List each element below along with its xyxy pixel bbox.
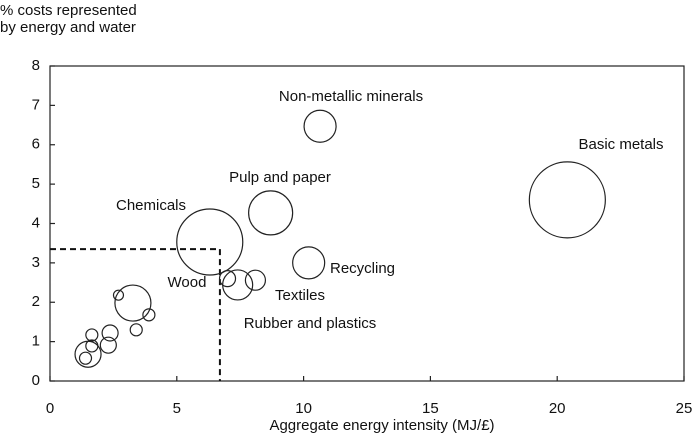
bubble: [99, 336, 117, 354]
y-tick-label: 5: [32, 175, 40, 192]
bubble: [222, 269, 254, 301]
bubble-label: Recycling: [330, 260, 395, 277]
y-tick-label: 4: [32, 214, 40, 231]
bubble-label: Basic metals: [578, 136, 663, 153]
x-tick-label: 5: [173, 400, 181, 417]
bubble: [85, 328, 99, 342]
bubble-label: Non-metallic minerals: [279, 88, 423, 105]
bubble-label: Rubber and plastics: [244, 315, 377, 332]
bubble: [528, 161, 606, 239]
bubble: [142, 308, 156, 322]
bubble: [78, 351, 93, 365]
y-tick-label: 3: [32, 254, 40, 271]
plot-frame: [49, 65, 685, 382]
bubble: [176, 208, 244, 276]
bubble: [129, 323, 143, 337]
x-tick-label: 0: [46, 400, 54, 417]
x-axis-label: Aggregate energy intensity (MJ/£): [269, 417, 494, 434]
bubble-label: Chemicals: [116, 197, 186, 214]
y-axis-label: by energy and water: [0, 19, 136, 36]
bubble-label: Wood: [168, 274, 207, 291]
y-tick-label: 8: [32, 57, 40, 74]
y-axis-label: % costs represented: [0, 2, 137, 19]
x-tick-label: 20: [549, 400, 566, 417]
y-tick-label: 6: [32, 136, 40, 153]
y-tick-label: 0: [32, 372, 40, 389]
bubble: [112, 289, 125, 301]
bubble: [248, 190, 294, 236]
y-tick-label: 1: [32, 333, 40, 350]
bubble: [101, 324, 119, 342]
bubble: [218, 270, 237, 288]
y-tick-label: 7: [32, 96, 40, 113]
bubble: [303, 109, 337, 143]
x-tick-label: 10: [295, 400, 312, 417]
x-tick-label: 15: [422, 400, 439, 417]
bubble: [114, 284, 152, 322]
bubble: [292, 246, 326, 280]
bubble-label: Textiles: [275, 287, 325, 304]
bubble-label: Pulp and paper: [229, 169, 331, 186]
x-tick-label: 25: [676, 400, 693, 417]
y-tick-label: 2: [32, 293, 40, 310]
bubble: [74, 340, 102, 368]
bubble: [244, 269, 267, 291]
